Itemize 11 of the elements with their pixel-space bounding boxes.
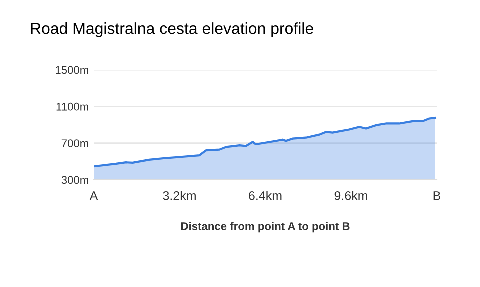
x-axis-title: Distance from point A to point B: [181, 222, 350, 233]
x-tick-label: B: [434, 192, 441, 200]
x-tick-label: 3.2km: [163, 191, 196, 200]
x-tick-label: A: [90, 192, 98, 200]
y-tick-label: 700m: [62, 140, 88, 148]
x-tick-label: 6.4km: [249, 191, 282, 200]
y-tick-label: 1100m: [56, 102, 88, 111]
y-tick-label: 300m: [62, 176, 88, 184]
x-tick-label: 9.6km: [334, 191, 368, 200]
y-tick-label: 1500m: [56, 66, 88, 74]
chart-title: Road Magistralna cesta elevation profile: [31, 22, 314, 38]
